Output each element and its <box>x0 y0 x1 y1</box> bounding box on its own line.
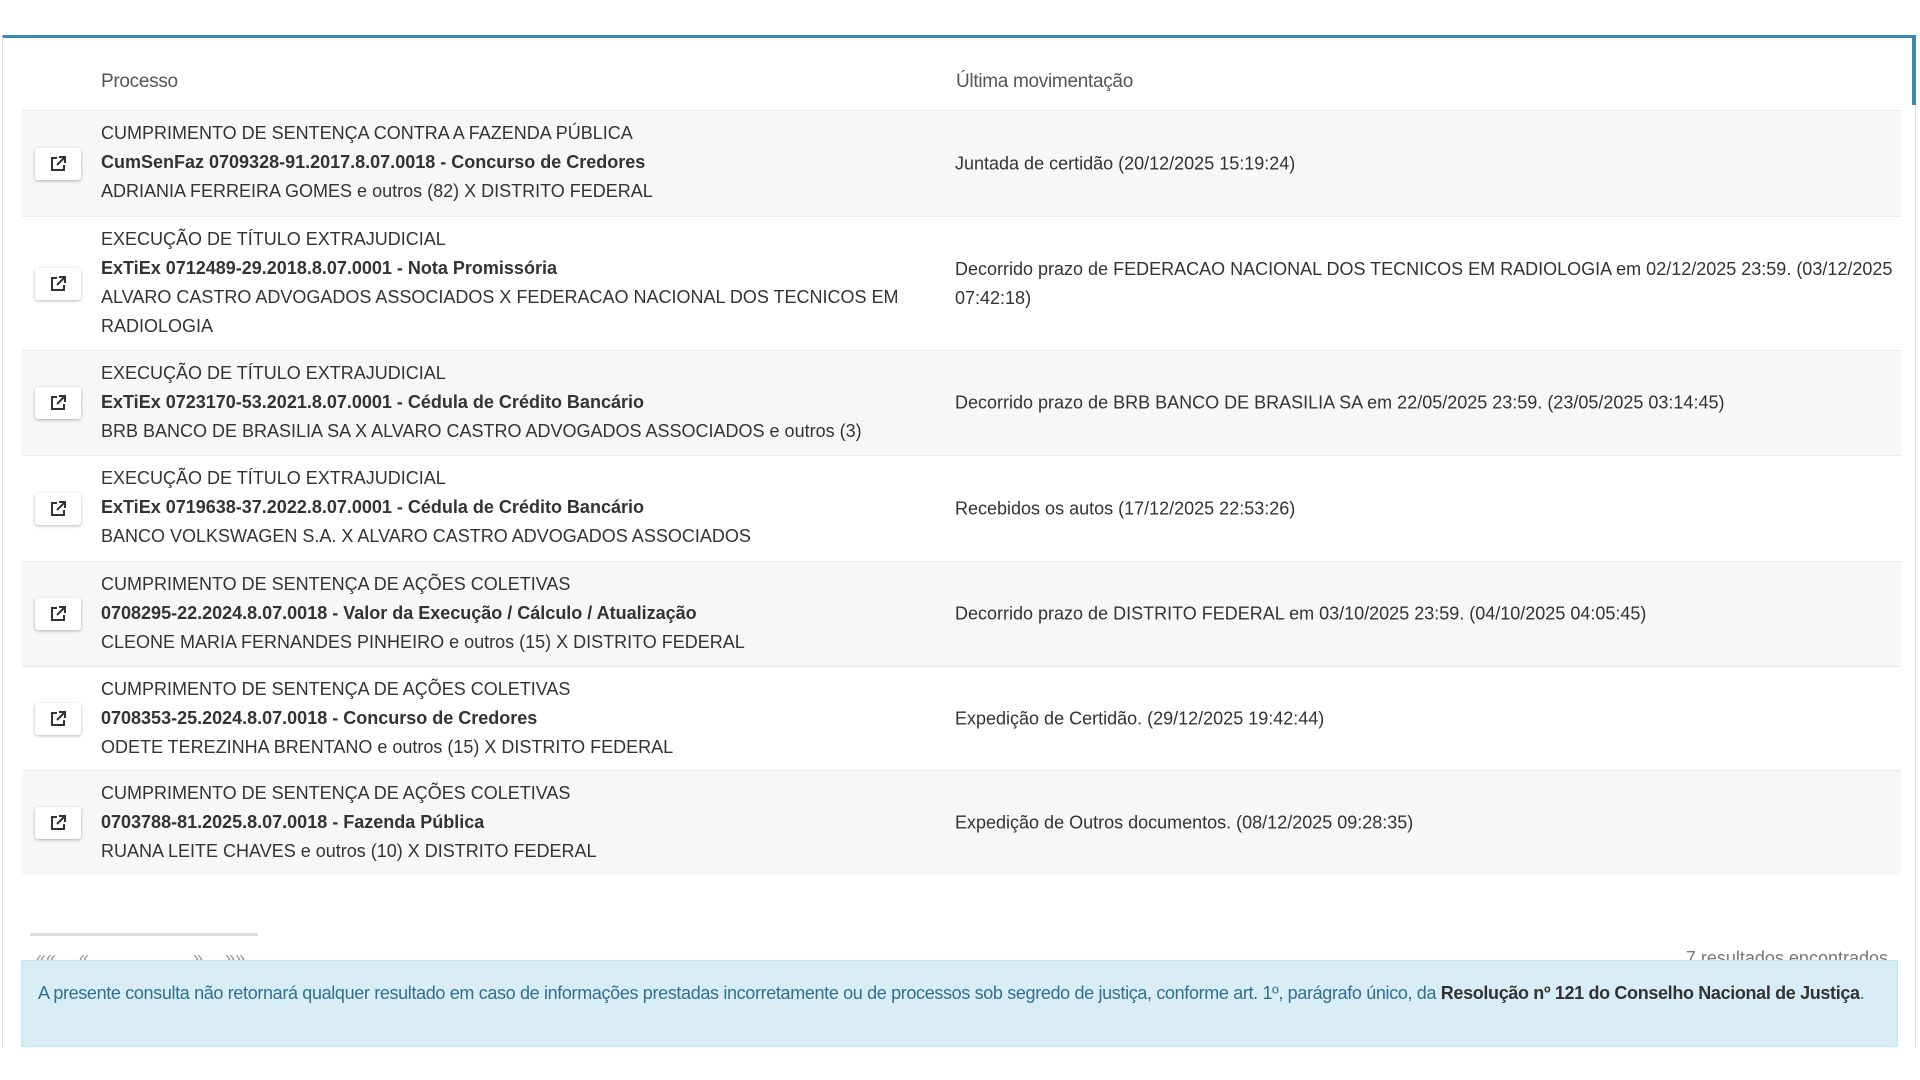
external-link-icon <box>51 155 66 171</box>
info-alert: A presente consulta não retornará qualqu… <box>21 960 1898 1047</box>
process-info: CUMPRIMENTO DE SENTENÇA DE AÇÕES COLETIV… <box>101 779 961 866</box>
process-number: 0708353-25.2024.8.07.0018 - Concurso de … <box>101 708 538 728</box>
process-number: 0708295-22.2024.8.07.0018 - Valor da Exe… <box>101 603 697 623</box>
info-end: . <box>1859 983 1865 1003</box>
results-panel: Processo Última movimentação CUMPRIMENTO… <box>2 35 1916 1047</box>
info-text: A presente consulta não retornará qualqu… <box>38 983 1441 1003</box>
external-link-icon <box>51 606 66 621</box>
open-process-button[interactable] <box>35 387 81 419</box>
external-link-icon <box>51 500 66 516</box>
scrollbar[interactable] <box>1912 35 1916 105</box>
process-parties: BRB BANCO DE BRASILIA SA X ALVARO CASTRO… <box>101 421 862 441</box>
process-parties: ODETE TEREZINHA BRENTANO e outros (15) X… <box>101 737 674 757</box>
last-movement: Decorrido prazo de BRB BANCO DE BRASILIA… <box>955 392 1725 413</box>
open-process-button[interactable] <box>35 267 81 300</box>
column-header-processo: Processo <box>101 71 178 92</box>
process-parties: ADRIANIA FERREIRA GOMES e outros (82) X … <box>101 181 653 201</box>
previous-page-button[interactable]: « <box>79 948 90 968</box>
column-header-ultima-movimentacao: Última movimentação <box>956 71 1133 92</box>
last-movement: Expedição de Outros documentos. (08/12/2… <box>955 812 1414 833</box>
process-class: EXECUÇÃO DE TÍTULO EXTRAJUDICIAL <box>101 363 446 383</box>
last-movement: Expedição de Certidão. (29/12/2025 19:42… <box>955 708 1325 728</box>
open-process-button[interactable] <box>35 147 81 180</box>
process-class: CUMPRIMENTO DE SENTENÇA DE AÇÕES COLETIV… <box>101 783 571 803</box>
process-class: CUMPRIMENTO DE SENTENÇA DE AÇÕES COLETIV… <box>101 679 571 699</box>
process-class: EXECUÇÃO DE TÍTULO EXTRAJUDICIAL <box>101 468 446 488</box>
open-process-button[interactable] <box>35 702 81 735</box>
table-row: CUMPRIMENTO DE SENTENÇA DE AÇÕES COLETIV… <box>22 561 1901 666</box>
next-page-button[interactable]: » <box>193 948 204 968</box>
open-process-button[interactable] <box>35 598 81 630</box>
process-info: CUMPRIMENTO DE SENTENÇA DE AÇÕES COLETIV… <box>101 675 961 762</box>
process-info: CUMPRIMENTO DE SENTENÇA DE AÇÕES COLETIV… <box>101 570 961 657</box>
process-number: ExTiEx 0712489-29.2018.8.07.0001 - Nota … <box>101 258 557 278</box>
external-link-icon <box>51 815 66 830</box>
info-resolution-link: Resolução nº 121 do Conselho Nacional de… <box>1440 983 1860 1003</box>
process-parties: BANCO VOLKSWAGEN S.A. X ALVARO CASTRO AD… <box>101 526 751 546</box>
table-row: CUMPRIMENTO DE SENTENÇA DE AÇÕES COLETIV… <box>22 666 1901 770</box>
external-link-icon <box>51 710 66 726</box>
process-class: CUMPRIMENTO DE SENTENÇA CONTRA A FAZENDA… <box>101 123 633 143</box>
table-row: EXECUÇÃO DE TÍTULO EXTRAJUDICIAL ExTiEx … <box>22 455 1901 561</box>
process-number: ExTiEx 0723170-53.2021.8.07.0001 - Cédul… <box>101 392 644 412</box>
open-process-button[interactable] <box>35 492 81 525</box>
process-info: EXECUÇÃO DE TÍTULO EXTRAJUDICIAL ExTiEx … <box>101 359 961 446</box>
table-body: CUMPRIMENTO DE SENTENÇA CONTRA A FAZENDA… <box>22 110 1901 875</box>
process-parties: CLEONE MARIA FERNANDES PINHEIRO e outros… <box>101 632 745 652</box>
table-row: CUMPRIMENTO DE SENTENÇA DE AÇÕES COLETIV… <box>22 770 1901 875</box>
process-number: 0703788-81.2025.8.07.0018 - Fazenda Públ… <box>101 812 485 832</box>
last-movement: Decorrido prazo de DISTRITO FEDERAL em 0… <box>955 603 1647 624</box>
process-class: CUMPRIMENTO DE SENTENÇA DE AÇÕES COLETIV… <box>101 574 571 594</box>
external-link-icon <box>51 395 66 410</box>
process-info: EXECUÇÃO DE TÍTULO EXTRAJUDICIAL ExTiEx … <box>101 225 961 341</box>
process-parties: RUANA LEITE CHAVES e outros (10) X DISTR… <box>101 841 597 861</box>
open-process-button[interactable] <box>35 807 81 839</box>
process-info: CUMPRIMENTO DE SENTENÇA CONTRA A FAZENDA… <box>101 119 961 206</box>
pagination-divider <box>30 933 258 936</box>
table-row: EXECUÇÃO DE TÍTULO EXTRAJUDICIAL ExTiEx … <box>22 350 1901 455</box>
last-movement: Decorrido prazo de FEDERACAO NACIONAL DO… <box>955 258 1893 308</box>
process-number: CumSenFaz 0709328-91.2017.8.07.0018 - Co… <box>101 152 646 172</box>
table-row: EXECUÇÃO DE TÍTULO EXTRAJUDICIAL ExTiEx … <box>22 216 1901 350</box>
table-header: Processo Última movimentação <box>24 38 1901 108</box>
last-movement: Recebidos os autos (17/12/2025 22:53:26) <box>955 498 1296 518</box>
process-parties: ALVARO CASTRO ADVOGADOS ASSOCIADOS X FED… <box>101 287 899 336</box>
last-movement: Juntada de certidão (20/12/2025 15:19:24… <box>955 153 1296 173</box>
table-row: CUMPRIMENTO DE SENTENÇA CONTRA A FAZENDA… <box>22 110 1901 216</box>
process-number: ExTiEx 0719638-37.2022.8.07.0001 - Cédul… <box>101 497 644 517</box>
external-link-icon <box>51 275 66 291</box>
process-info: EXECUÇÃO DE TÍTULO EXTRAJUDICIAL ExTiEx … <box>101 464 961 551</box>
process-class: EXECUÇÃO DE TÍTULO EXTRAJUDICIAL <box>101 229 446 249</box>
